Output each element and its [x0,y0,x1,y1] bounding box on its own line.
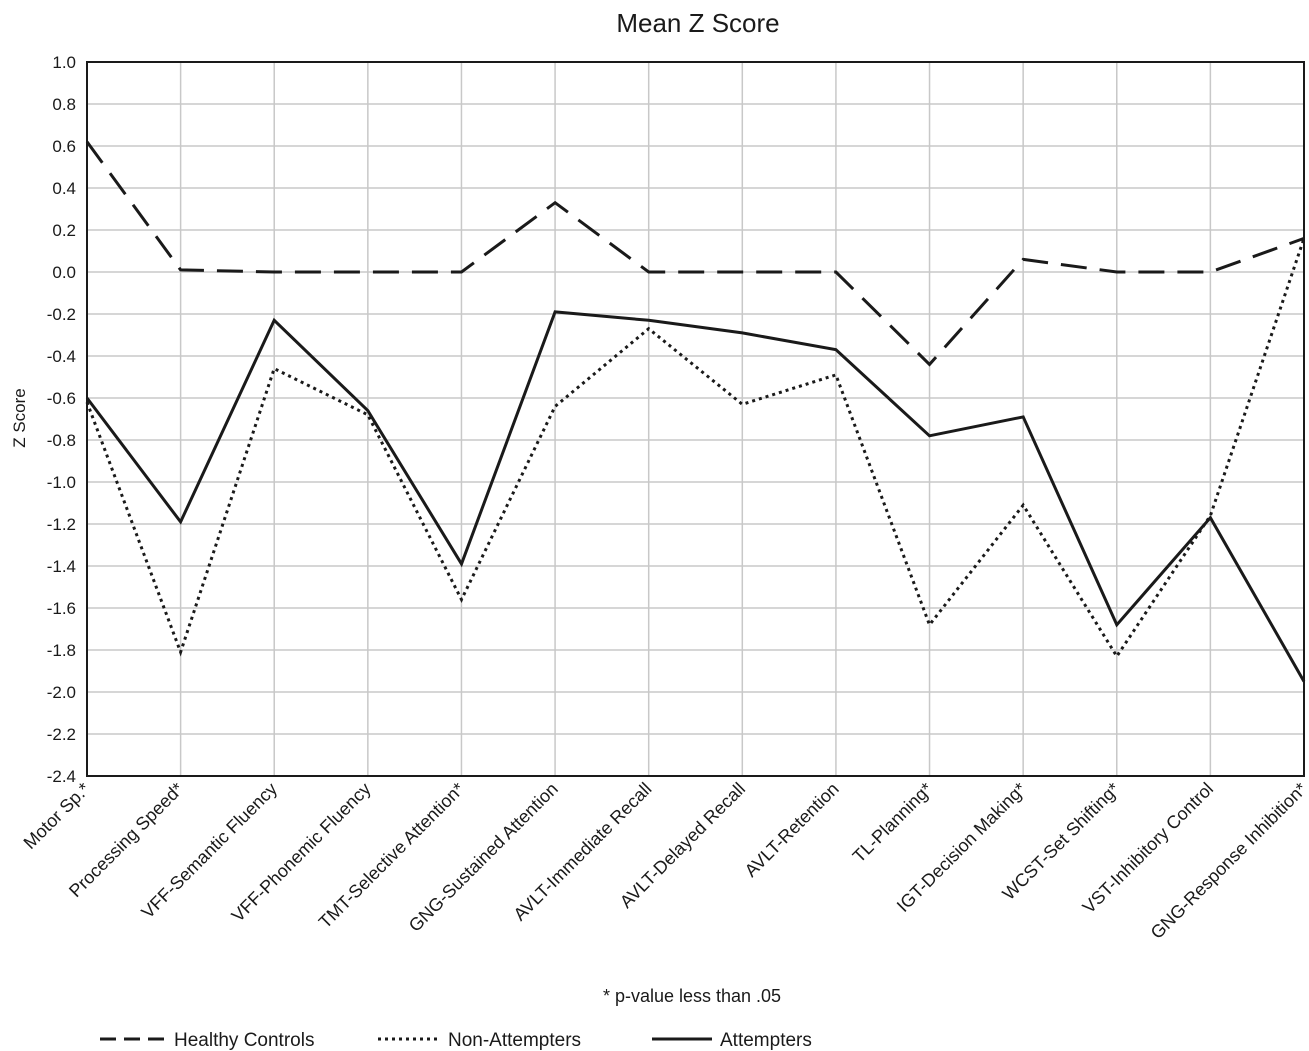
y-axis-label: Z Score [10,388,29,448]
x-tick-labels: Motor Sp.*Processing Speed*VFF-Semantic … [20,779,1309,943]
y-tick-label: -1.6 [47,599,76,618]
y-tick-label: 0.8 [52,95,76,114]
y-tick-label: -2.2 [47,725,76,744]
chart-title: Mean Z Score [616,8,779,38]
y-tick-labels: -2.4 -2.2 -2.0 -1.8 -1.6 -1.4 -1.2 -1.0 -0.8 -0.6… [47,53,76,786]
y-tick-label: -0.8 [47,431,76,450]
x-tick-label: Motor Sp.* [20,779,94,853]
y-tick-label: -1.0 [47,473,76,492]
legend-label: Non-Attempters [448,1030,581,1051]
x-tick-label: AVLT-Retention [741,779,843,881]
y-tick-label: 1.0 [52,53,76,72]
grid-layer [86,61,1305,777]
y-tick-label: -2.4 [47,767,76,786]
y-tick-label: -2.0 [47,683,76,702]
x-tick-label: GNG-Sustained Attention [405,779,562,936]
legend: Healthy Controls Non-Attempters Attempters [100,1030,812,1051]
y-tick-label: -1.2 [47,515,76,534]
y-tick-label: 0.4 [52,179,76,198]
x-tick-label: GNG-Response Inhibition* [1147,779,1309,943]
x-tick-label: TL-Planning* [849,779,937,867]
plot-frame [86,61,1305,777]
y-tick-label: 0.6 [52,137,76,156]
y-tick-label: -0.6 [47,389,76,408]
y-tick-label: -1.8 [47,641,76,660]
series-line-non-attempters [85,237,1306,660]
y-tick-label: -0.2 [47,305,76,324]
y-tick-label: 0.0 [52,263,76,282]
y-tick-label: -1.4 [47,557,76,576]
y-tick-label: 0.2 [52,221,76,240]
legend-label: Attempters [720,1030,812,1051]
series-line-healthy-controls [85,140,1305,367]
series-layer [85,140,1306,683]
legend-label: Healthy Controls [174,1030,314,1051]
footnote: * p-value less than .05 [603,986,781,1006]
y-tick-label: -0.4 [47,347,76,366]
series-line-attempters [85,310,1306,683]
